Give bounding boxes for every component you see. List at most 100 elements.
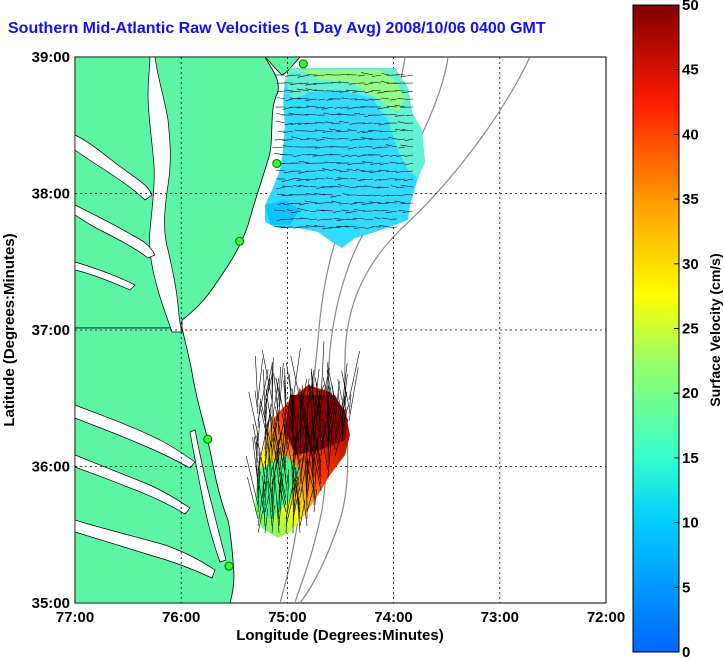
velocity-vector xyxy=(402,210,414,213)
velocity-vector xyxy=(369,162,382,165)
velocity-vector xyxy=(274,450,287,499)
velocity-vector xyxy=(262,485,266,527)
velocity-vector xyxy=(247,476,259,520)
velocity-vector xyxy=(285,415,291,450)
velocity-vector xyxy=(381,194,390,197)
velocity-vector xyxy=(300,138,310,140)
velocity-vector xyxy=(285,89,294,92)
velocity-vector xyxy=(361,202,374,205)
velocity-vector xyxy=(296,487,301,534)
velocity-vector xyxy=(309,218,318,221)
velocity-vector xyxy=(364,226,374,230)
velocity-vector xyxy=(398,146,406,149)
velocity-vector xyxy=(341,193,350,196)
velocity-vector xyxy=(276,97,286,100)
velocity-vector xyxy=(257,451,261,478)
velocity-vector xyxy=(315,129,326,132)
y-tick-label: 36:00 xyxy=(32,459,70,476)
velocity-vector xyxy=(299,428,308,485)
velocity-vector xyxy=(285,479,295,520)
velocity-vector xyxy=(331,122,342,124)
velocity-vector xyxy=(344,225,358,228)
x-tick-label: 75:00 xyxy=(268,609,306,626)
velocity-vector xyxy=(263,369,266,422)
radar-station-marker xyxy=(224,561,234,571)
velocity-vector xyxy=(278,421,286,478)
velocity-vector xyxy=(322,130,334,133)
radar-station-marker xyxy=(235,236,245,246)
velocity-vector xyxy=(315,436,322,478)
velocity-vector xyxy=(305,82,318,86)
y-axis-label: Latitude (Degrees:Minutes) xyxy=(1,233,18,426)
velocity-vector xyxy=(291,464,294,499)
northern-velocity-vectors xyxy=(272,72,414,230)
velocity-vector xyxy=(304,122,318,125)
velocity-vector xyxy=(373,194,382,197)
velocity-vector xyxy=(349,82,358,85)
x-tick-label: 76:00 xyxy=(162,609,200,626)
velocity-vector xyxy=(396,186,406,189)
velocity-vector xyxy=(283,380,287,415)
velocity-vector xyxy=(292,476,299,513)
velocity-vector xyxy=(326,98,334,101)
velocity-vector xyxy=(353,209,366,212)
velocity-vector xyxy=(276,90,286,93)
velocity-vector xyxy=(305,193,318,196)
velocity-vector xyxy=(400,144,414,148)
velocity-vector xyxy=(290,355,301,401)
velocity-vector xyxy=(341,209,350,212)
velocity-vector xyxy=(273,209,286,212)
chart-title: Southern Mid-Atlantic Raw Velocities (1 … xyxy=(8,20,546,37)
velocity-vector xyxy=(292,479,297,527)
velocity-vector xyxy=(300,389,308,422)
velocity-vector xyxy=(361,72,374,76)
velocity-vector xyxy=(306,486,315,513)
velocity-vector xyxy=(314,225,326,228)
velocity-vector xyxy=(360,137,374,140)
velocity-vector xyxy=(387,105,398,108)
velocity-vector xyxy=(360,178,374,181)
velocity-vector xyxy=(380,154,390,157)
velocity-vector xyxy=(334,406,349,457)
velocity-vector xyxy=(311,419,322,464)
y-tick-label: 35:00 xyxy=(32,595,70,612)
velocity-vector xyxy=(328,385,336,429)
velocity-vector xyxy=(334,381,340,422)
velocity-vector xyxy=(397,121,406,124)
velocity-vector xyxy=(298,184,310,188)
velocity-vector xyxy=(385,144,398,148)
velocity-vector xyxy=(380,130,390,133)
velocity-vector xyxy=(357,130,366,133)
velocity-vector xyxy=(364,194,374,196)
velocity-vector xyxy=(255,356,259,408)
velocity-vector xyxy=(381,217,390,220)
velocity-vector xyxy=(325,121,334,124)
velocity-vector xyxy=(290,122,302,125)
velocity-vector xyxy=(292,348,301,401)
velocity-vector xyxy=(347,162,358,166)
velocity-vector xyxy=(267,480,273,527)
velocity-vector xyxy=(299,394,302,429)
velocity-vector xyxy=(368,130,382,132)
velocity-vector xyxy=(264,412,271,443)
velocity-vector xyxy=(312,154,326,157)
velocity-vector xyxy=(389,226,398,229)
velocity-vector xyxy=(327,403,330,464)
velocity-vector xyxy=(354,202,366,204)
velocity-vector xyxy=(339,90,350,93)
x-axis-ticks: 77:00 76:00 75:00 74:00 73:00 72:00 xyxy=(56,609,625,626)
velocity-vector xyxy=(276,397,280,436)
velocity-vector xyxy=(306,418,315,471)
radar-station-marker xyxy=(298,59,308,69)
velocity-vector xyxy=(264,450,268,471)
velocity-vector xyxy=(331,384,336,408)
velocity-vector xyxy=(327,419,334,478)
radar-station-marker xyxy=(272,158,282,168)
velocity-vector xyxy=(268,446,273,506)
velocity-vector xyxy=(390,98,398,101)
velocity-vector xyxy=(374,217,382,220)
velocity-vector xyxy=(315,178,326,180)
velocity-vector xyxy=(405,114,414,116)
velocity-vector xyxy=(257,510,263,534)
velocity-vector xyxy=(345,210,358,214)
